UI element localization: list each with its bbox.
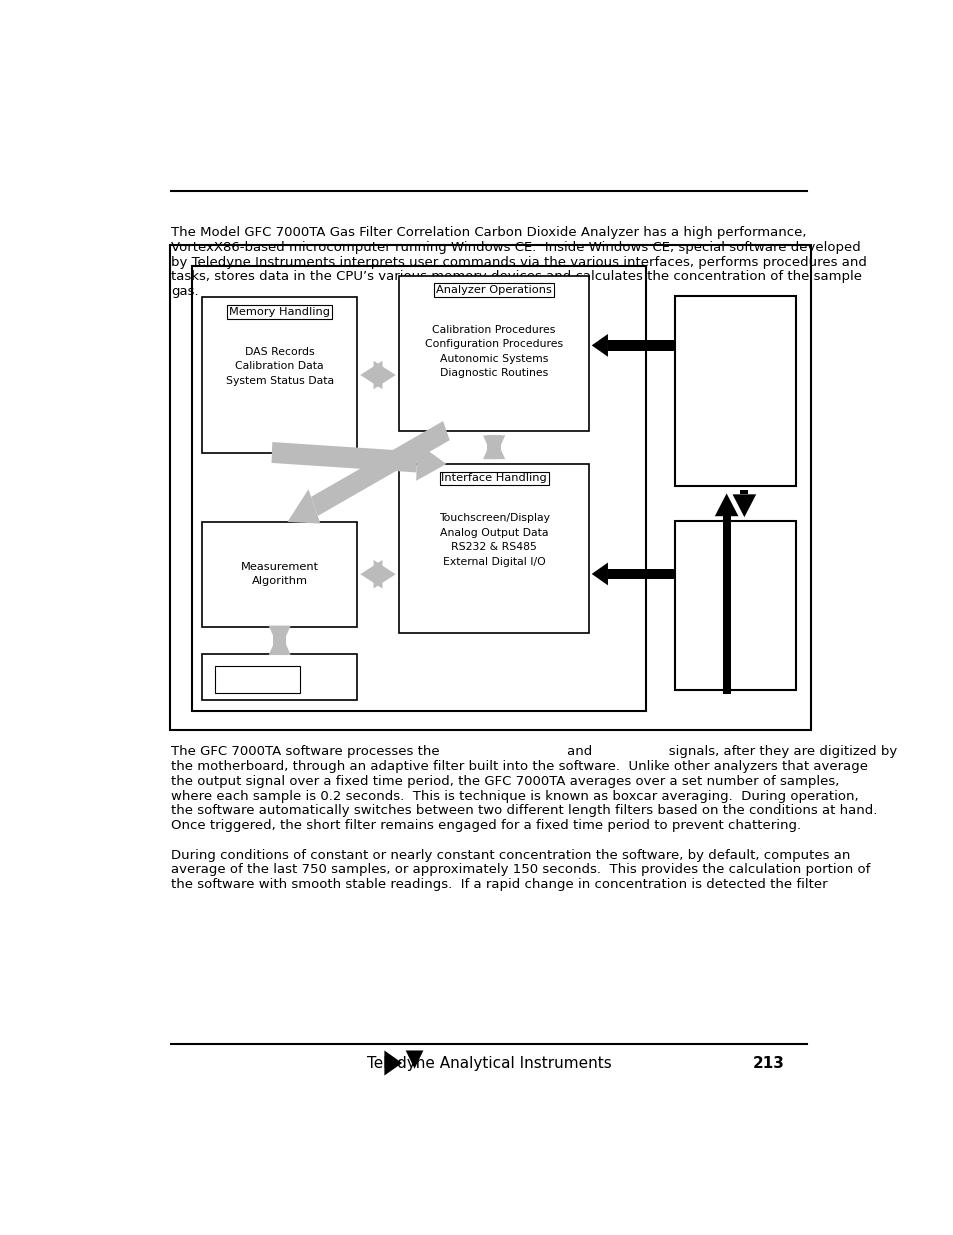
Text: gas.: gas. (171, 285, 198, 298)
Bar (607, 568, 673, 579)
Bar (398, 275, 589, 431)
Polygon shape (374, 559, 395, 589)
Polygon shape (311, 421, 449, 516)
Bar (675, 521, 795, 690)
Bar (215, 667, 300, 693)
Bar (202, 298, 357, 452)
Text: The Model GFC 7000TA Gas Filter Correlation Carbon Dioxide Analyzer has a high p: The Model GFC 7000TA Gas Filter Correlat… (171, 226, 805, 240)
Text: 213: 213 (752, 1056, 783, 1071)
Text: Touchscreen/Display
Analog Output Data
RS232 & RS485
External Digital I/O: Touchscreen/Display Analog Output Data R… (438, 514, 549, 567)
Text: the output signal over a fixed time period, the GFC 7000TA averages over a set n: the output signal over a fixed time peri… (171, 774, 839, 788)
Polygon shape (384, 1051, 402, 1076)
Polygon shape (416, 443, 446, 480)
Polygon shape (272, 442, 416, 473)
Text: by Teledyne Instruments interprets user commands via the various interfaces, per: by Teledyne Instruments interprets user … (171, 256, 866, 269)
Text: the software with smooth stable readings.  If a rapid change in concentration is: the software with smooth stable readings… (171, 878, 827, 892)
Bar (398, 464, 589, 634)
Text: Teledyne Analytical Instruments: Teledyne Analytical Instruments (366, 1056, 611, 1071)
Text: VortexX86-based microcomputer running Windows CE.  Inside Windows CE, special so: VortexX86-based microcomputer running Wi… (171, 241, 860, 254)
Polygon shape (482, 436, 505, 461)
Polygon shape (482, 435, 505, 459)
Text: During conditions of constant or nearly constant concentration the software, by : During conditions of constant or nearly … (171, 848, 849, 862)
Polygon shape (591, 333, 607, 357)
Bar (721, 516, 730, 694)
Bar (202, 522, 357, 626)
Polygon shape (591, 562, 607, 585)
Polygon shape (269, 626, 291, 651)
Text: Once triggered, the short filter remains engaged for a fixed time period to prev: Once triggered, the short filter remains… (171, 819, 801, 832)
Polygon shape (405, 1051, 423, 1068)
Text: average of the last 750 samples, or approximately 150 seconds.  This provides th: average of the last 750 samples, or appr… (171, 863, 869, 877)
Polygon shape (374, 361, 395, 389)
Text: DAS Records
Calibration Data
System Status Data: DAS Records Calibration Data System Stat… (226, 347, 334, 385)
Polygon shape (732, 494, 756, 517)
Text: tasks, stores data in the CPU’s various memory devices and calculates the concen: tasks, stores data in the CPU’s various … (171, 270, 862, 283)
Bar (273, 626, 286, 655)
Bar (487, 436, 500, 459)
Bar (170, 246, 810, 730)
Bar (607, 340, 673, 351)
Text: Analyzer Operations: Analyzer Operations (436, 285, 552, 295)
Bar (374, 367, 382, 384)
Bar (374, 566, 382, 583)
Text: the software automatically switches between two different length filters based o: the software automatically switches betw… (171, 804, 877, 818)
Bar (192, 266, 646, 711)
Text: Memory Handling: Memory Handling (229, 308, 330, 317)
Polygon shape (360, 559, 382, 589)
Text: where each sample is 0.2 seconds.  This is technique is known as boxcar averagin: where each sample is 0.2 seconds. This i… (171, 789, 858, 803)
Text: Interface Handling: Interface Handling (441, 473, 546, 483)
Text: the motherboard, through an adaptive filter built into the software.  Unlike oth: the motherboard, through an adaptive fil… (171, 760, 867, 773)
Text: Calibration Procedures
Configuration Procedures
Autonomic Systems
Diagnostic Rou: Calibration Procedures Configuration Pro… (425, 325, 562, 378)
Bar (740, 489, 748, 494)
Bar (202, 655, 357, 700)
Bar (675, 295, 795, 485)
Polygon shape (269, 630, 291, 655)
Polygon shape (714, 494, 738, 516)
Text: The GFC 7000TA software processes the                              and          : The GFC 7000TA software processes the an… (171, 746, 897, 758)
Polygon shape (287, 489, 320, 524)
Text: Measurement
Algorithm: Measurement Algorithm (240, 562, 318, 587)
Polygon shape (360, 361, 382, 389)
